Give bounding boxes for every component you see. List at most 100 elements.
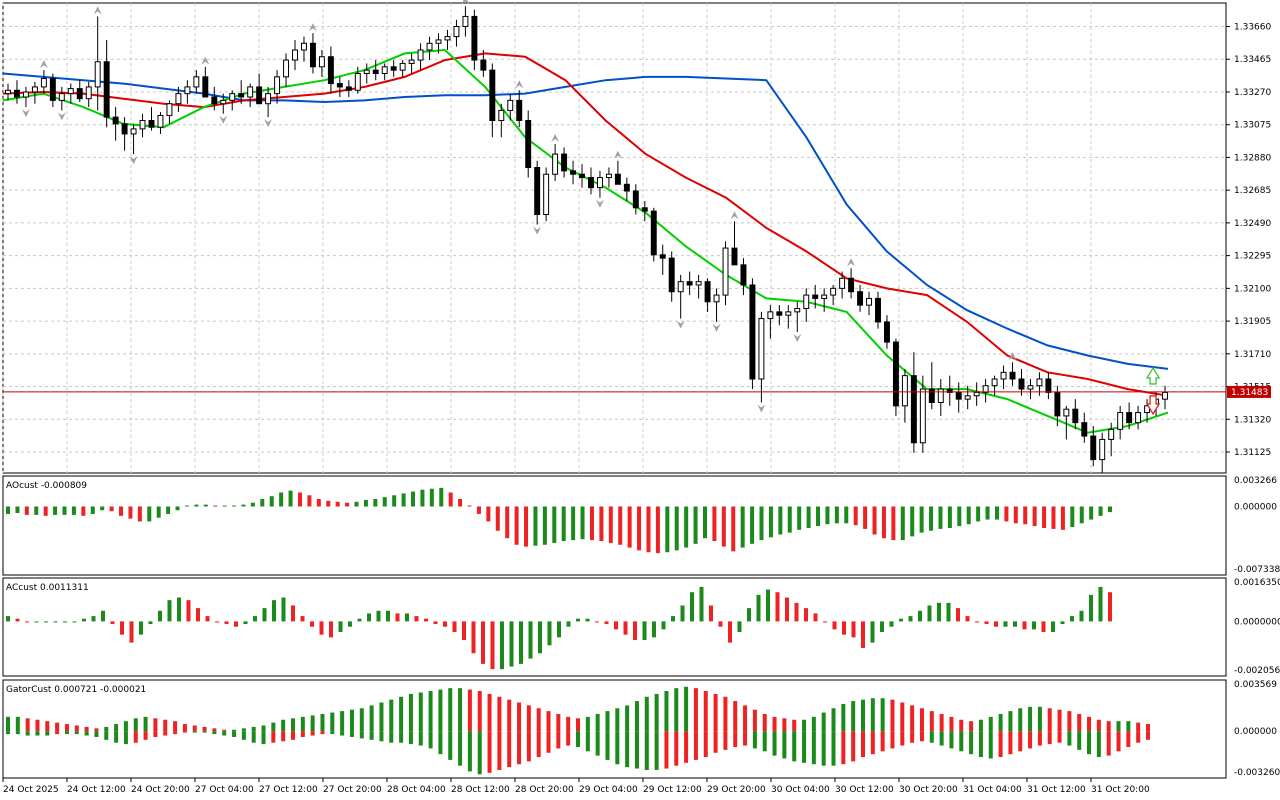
candle-body[interactable] xyxy=(345,86,352,91)
candle-body[interactable] xyxy=(704,281,711,303)
candle-body[interactable] xyxy=(821,294,828,299)
candle-body[interactable] xyxy=(1099,438,1106,461)
candle-body[interactable] xyxy=(632,190,639,209)
candle-body[interactable] xyxy=(794,308,801,313)
candle-body[interactable] xyxy=(910,375,917,444)
candle-body[interactable] xyxy=(1135,412,1142,424)
candle-body[interactable] xyxy=(596,177,603,189)
candle-body[interactable] xyxy=(112,116,119,125)
candle-body[interactable] xyxy=(892,341,899,407)
candle-body[interactable] xyxy=(552,153,559,175)
candle-body[interactable] xyxy=(919,388,926,444)
candle-body[interactable] xyxy=(1162,391,1168,400)
candle-body[interactable] xyxy=(301,42,307,51)
candle-body[interactable] xyxy=(901,375,908,407)
candle-body[interactable] xyxy=(336,83,343,88)
candle-body[interactable] xyxy=(543,173,550,215)
candle-body[interactable] xyxy=(22,91,29,98)
candle-body[interactable] xyxy=(812,294,819,299)
candle-body[interactable] xyxy=(1117,412,1124,430)
candle-body[interactable] xyxy=(103,61,110,118)
candle-body[interactable] xyxy=(928,388,935,404)
candle-body[interactable] xyxy=(866,297,872,306)
candle-body[interactable] xyxy=(327,56,334,85)
candle-body[interactable] xyxy=(946,388,953,393)
candle-body[interactable] xyxy=(839,277,846,289)
candle-body[interactable] xyxy=(883,321,890,343)
candle-body[interactable] xyxy=(803,294,810,310)
candle-body[interactable] xyxy=(5,89,11,95)
candle-body[interactable] xyxy=(713,294,720,303)
candle-body[interactable] xyxy=(381,66,388,74)
candle-body[interactable] xyxy=(85,86,92,100)
candle-body[interactable] xyxy=(1090,435,1097,461)
candle-body[interactable] xyxy=(67,88,74,95)
candle-body[interactable] xyxy=(363,69,370,75)
candle-body[interactable] xyxy=(211,96,218,105)
candle-body[interactable] xyxy=(274,76,281,95)
candle-body[interactable] xyxy=(785,311,792,316)
candle-body[interactable] xyxy=(166,103,173,116)
candle-body[interactable] xyxy=(76,88,83,100)
candle-body[interactable] xyxy=(58,93,65,101)
candle-body[interactable] xyxy=(1045,378,1052,393)
candle-body[interactable] xyxy=(31,86,38,93)
candle-body[interactable] xyxy=(848,277,855,293)
candle-body[interactable] xyxy=(318,56,325,68)
candle-body[interactable] xyxy=(121,123,128,135)
candle-body[interactable] xyxy=(1054,391,1061,417)
candle-body[interactable] xyxy=(516,99,523,121)
candle-body[interactable] xyxy=(309,42,316,68)
candle-body[interactable] xyxy=(740,264,747,286)
price-pane[interactable]: 1.33660 1.33465 1.33270 1.33075 1.32880 1.326… xyxy=(2,0,1271,778)
candle-body[interactable] xyxy=(1027,385,1034,390)
candle-body[interactable] xyxy=(1009,371,1016,380)
candle-body[interactable] xyxy=(937,388,944,404)
candle-body[interactable] xyxy=(1072,408,1079,424)
candle-body[interactable] xyxy=(462,15,469,27)
candle-body[interactable] xyxy=(175,93,182,105)
candle-body[interactable] xyxy=(731,247,738,266)
candle-body[interactable] xyxy=(498,109,505,122)
candle-body[interactable] xyxy=(686,281,693,286)
candle-body[interactable] xyxy=(354,73,361,91)
candle-body[interactable] xyxy=(220,99,227,105)
candle-body[interactable] xyxy=(722,247,729,296)
candle-body[interactable] xyxy=(561,153,568,172)
candle-body[interactable] xyxy=(623,183,630,192)
candle-body[interactable] xyxy=(1036,378,1043,387)
candle-body[interactable] xyxy=(256,86,263,105)
candle-body[interactable] xyxy=(507,99,514,111)
candle-body[interactable] xyxy=(49,78,56,101)
candle-body[interactable] xyxy=(1018,378,1025,390)
candle-body[interactable] xyxy=(193,76,200,88)
candle-body[interactable] xyxy=(229,93,236,101)
candle-body[interactable] xyxy=(417,49,424,61)
candle-body[interactable] xyxy=(875,297,881,323)
candle-body[interactable] xyxy=(139,120,146,130)
candle-body[interactable] xyxy=(659,254,666,259)
candle-body[interactable] xyxy=(614,173,621,185)
candle-body[interactable] xyxy=(534,167,541,215)
candle-body[interactable] xyxy=(525,120,532,168)
candle-body[interactable] xyxy=(399,62,406,71)
candle-body[interactable] xyxy=(480,59,487,71)
candle-body[interactable] xyxy=(238,93,245,98)
candle-body[interactable] xyxy=(570,170,577,175)
candle-body[interactable] xyxy=(749,284,756,380)
candle-body[interactable] xyxy=(265,93,272,105)
candle-body[interactable] xyxy=(964,395,971,400)
candle-body[interactable] xyxy=(408,59,415,64)
candle-body[interactable] xyxy=(668,257,675,293)
candle-body[interactable] xyxy=(471,15,478,61)
candle-body[interactable] xyxy=(605,173,612,179)
candle-body[interactable] xyxy=(426,42,433,51)
candle-body[interactable] xyxy=(677,281,684,293)
candle-body[interactable] xyxy=(247,86,254,98)
candle-body[interactable] xyxy=(157,114,164,128)
candle-body[interactable] xyxy=(973,391,980,397)
candle-body[interactable] xyxy=(372,69,379,75)
candle-body[interactable] xyxy=(1081,422,1088,437)
candle-body[interactable] xyxy=(283,59,290,78)
